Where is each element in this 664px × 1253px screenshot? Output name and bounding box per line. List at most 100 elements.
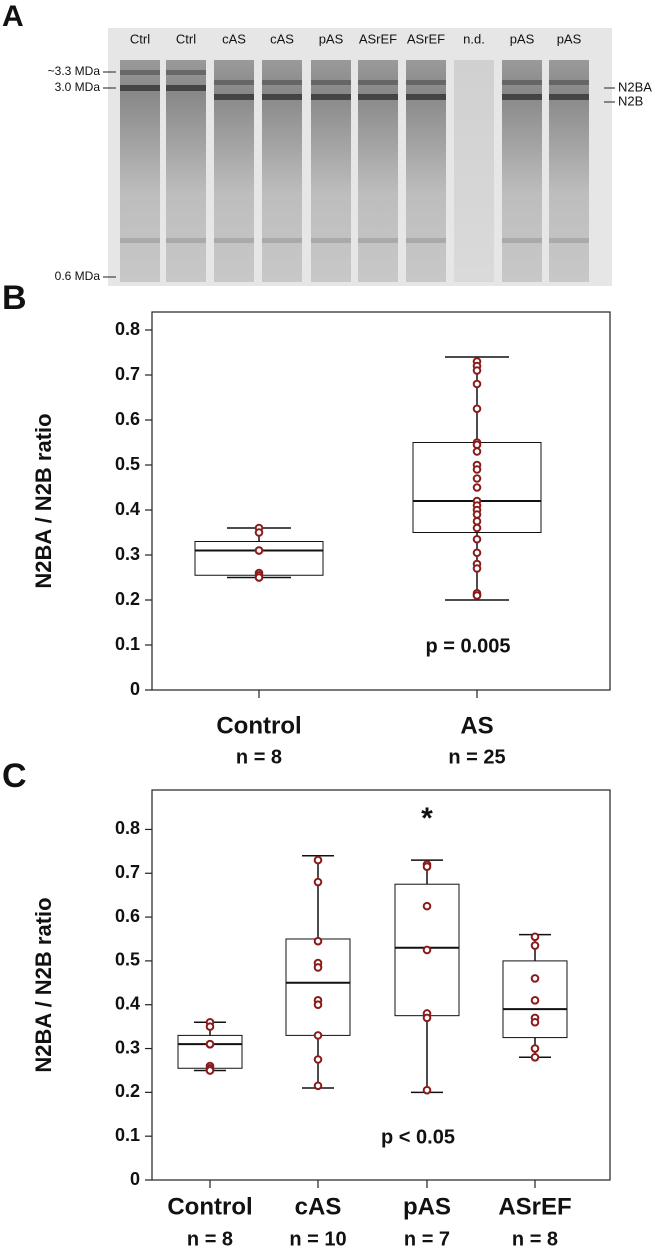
data-point [472,483,482,492]
panel-label: C [2,757,27,795]
data-point [205,1066,215,1075]
lane-label: pAS [557,31,582,46]
gel-band [311,80,351,85]
y-tick-label: 0 [130,1169,140,1189]
y-tick-label: 0 [130,679,140,699]
y-axis-label: N2BA / N2B ratio [31,413,56,588]
gel-band [262,238,302,243]
data-point [530,941,540,950]
y-tick-label: 0.2 [115,1081,140,1101]
annotation: p = 0.005 [425,635,510,657]
y-tick-label: 0.6 [115,906,140,926]
data-point [313,1000,323,1010]
data-point [472,366,482,375]
gel-lane [120,60,160,282]
data-point [472,523,482,533]
data-point [313,855,323,865]
y-axis-label: N2BA / N2B ratio [31,897,56,1072]
data-point [422,862,432,871]
gel-band [502,80,542,85]
marker-label: N2B [618,93,643,108]
data-point [472,379,482,389]
data-point [472,510,482,519]
count-label: n = 8 [512,1228,558,1250]
gel-band [166,70,206,75]
gel-band [262,80,302,85]
data-point [530,1017,540,1027]
data-point [254,546,264,555]
data-point [472,564,482,573]
y-tick-label: 0.1 [115,1125,140,1145]
lane-label: ASrEF [407,31,445,46]
lane-label: Ctrl [130,31,150,46]
x-tick-label: Control [167,1193,252,1220]
lane-label: ASrEF [359,31,397,46]
plot-frame [151,789,611,1181]
gel-lane [166,60,206,282]
marker-label: ~3.3 MDa [48,64,101,78]
data-point [422,1085,432,1095]
panel-label: B [2,279,27,317]
lane-label: pAS [510,31,535,46]
gel-band [214,80,254,85]
gel-band [406,80,446,85]
gel-lane [214,60,254,282]
annotation: p < 0.05 [381,1126,455,1148]
data-point [530,1053,540,1062]
gel-lane [454,60,494,282]
data-point [254,573,264,582]
data-point [472,404,482,414]
gel-band [120,85,160,91]
data-point [472,548,482,558]
data-point [313,1055,323,1064]
y-tick-label: 0.3 [115,1037,140,1057]
x-tick-label: cAS [295,1193,342,1220]
gel-band [406,94,446,100]
y-tick-label: 0.8 [115,818,140,838]
marker-label: N2BA [618,79,652,94]
data-point [205,1022,215,1031]
data-point [313,877,323,887]
gel-band [549,238,589,243]
x-tick-label: Control [216,712,301,739]
data-point [472,447,482,456]
gel-band [262,94,302,100]
data-point [472,516,482,526]
data-point [472,591,482,600]
x-tick-label: pAS [403,1193,451,1220]
gel-band [406,238,446,243]
data-point [422,901,432,911]
gel-lanes [120,60,589,282]
data-point [472,474,482,483]
y-tick-label: 0.5 [115,950,140,970]
y-tick-label: 0.7 [115,364,140,384]
data-point [422,1013,432,1023]
x-tick-label: AS [460,712,493,739]
count-label: n = 7 [404,1228,450,1250]
y-tick-label: 0.5 [115,454,140,474]
x-tick-label: ASrEF [498,1193,571,1220]
data-point [472,440,482,450]
gel-band [358,238,398,243]
data-point [422,945,432,955]
gel-lane [549,60,589,282]
gel-band [214,238,254,243]
gel-band [120,238,160,243]
gel-lane [358,60,398,282]
data-point [254,528,264,537]
data-point [313,936,323,946]
y-tick-label: 0.7 [115,862,140,882]
y-tick-label: 0.1 [115,634,140,654]
gel-band [311,238,351,243]
count-label: n = 10 [289,1228,346,1250]
gel-band [358,94,398,100]
data-point [472,465,482,474]
panel-label: A [2,0,24,33]
box [285,938,351,1036]
gel-band [358,80,398,85]
gel-band [502,238,542,243]
data-point [472,534,482,544]
data-point [530,974,540,983]
gel-band [120,70,160,75]
